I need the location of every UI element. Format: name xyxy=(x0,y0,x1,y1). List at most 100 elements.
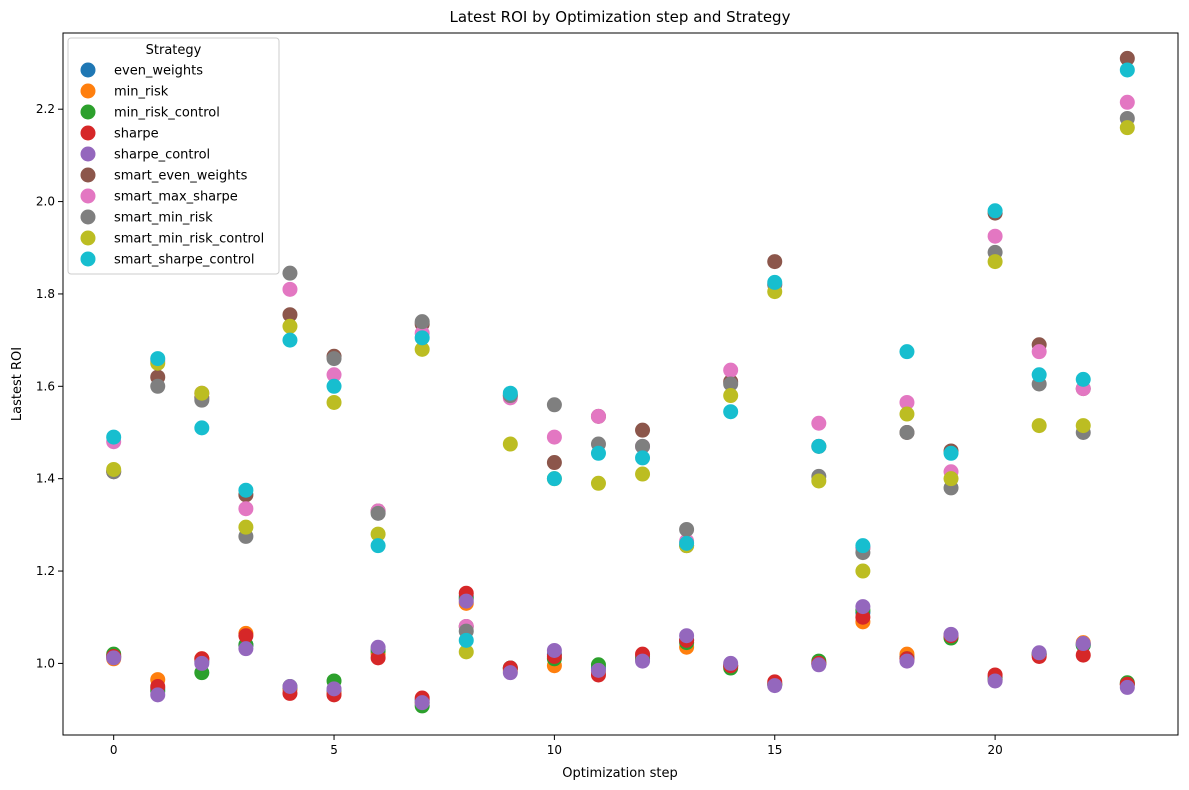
x-tick-label: 0 xyxy=(110,743,118,757)
data-point xyxy=(370,538,386,554)
data-point xyxy=(326,378,342,394)
data-point xyxy=(855,609,871,625)
data-point xyxy=(899,394,915,410)
y-axis-label: Lastest ROI xyxy=(10,347,25,421)
data-point xyxy=(326,367,342,383)
legend-label: smart_sharpe_control xyxy=(114,253,254,268)
data-point xyxy=(370,650,386,666)
data-point xyxy=(635,653,651,669)
data-point xyxy=(635,466,651,482)
data-point xyxy=(679,535,695,551)
legend-label: min_risk xyxy=(114,85,169,100)
data-point xyxy=(238,641,254,657)
data-point xyxy=(326,394,342,410)
legend-label: min_risk_control xyxy=(114,106,220,121)
data-point xyxy=(238,482,254,498)
data-point xyxy=(1119,679,1135,695)
data-point xyxy=(106,461,122,477)
data-point xyxy=(1075,647,1091,663)
data-point xyxy=(194,655,210,671)
data-point xyxy=(899,344,915,360)
data-point xyxy=(458,644,474,660)
data-point xyxy=(546,471,562,487)
data-point xyxy=(767,254,783,270)
data-point xyxy=(811,438,827,454)
data-point xyxy=(1031,645,1047,661)
data-point xyxy=(723,362,739,378)
data-point xyxy=(414,695,430,711)
data-point xyxy=(458,593,474,609)
data-point xyxy=(899,424,915,440)
data-point xyxy=(106,429,122,445)
data-point xyxy=(1119,94,1135,110)
legend-marker xyxy=(80,167,96,183)
data-point xyxy=(414,341,430,357)
data-point xyxy=(1031,344,1047,360)
data-point xyxy=(502,665,518,681)
legend-marker xyxy=(80,230,96,246)
data-point xyxy=(282,318,298,334)
legend-label: smart_min_risk xyxy=(114,211,213,226)
legend-marker xyxy=(80,146,96,162)
legend-label: smart_max_sharpe xyxy=(114,190,238,205)
data-point xyxy=(238,628,254,644)
data-point xyxy=(502,436,518,452)
data-point xyxy=(899,406,915,422)
data-point xyxy=(987,673,1003,689)
data-point xyxy=(590,662,606,678)
data-point xyxy=(943,626,959,642)
data-point xyxy=(546,397,562,413)
legend-label: smart_min_risk_control xyxy=(114,232,264,247)
data-point xyxy=(282,332,298,348)
data-point xyxy=(1075,636,1091,652)
data-point xyxy=(414,330,430,346)
x-axis-label: Optimization step xyxy=(562,766,677,781)
data-point xyxy=(370,526,386,542)
data-point xyxy=(1119,120,1135,136)
legend-marker xyxy=(80,209,96,225)
y-tick-label: 1.0 xyxy=(36,656,55,670)
data-point xyxy=(723,376,739,392)
data-point xyxy=(635,438,651,454)
data-point xyxy=(590,408,606,424)
x-tick-label: 5 xyxy=(330,743,338,757)
legend-marker xyxy=(80,83,96,99)
data-point xyxy=(767,274,783,290)
data-point xyxy=(679,628,695,644)
chart-title: Latest ROI by Optimization step and Stra… xyxy=(450,8,791,26)
data-point xyxy=(1031,418,1047,434)
data-point xyxy=(987,228,1003,244)
data-point xyxy=(238,501,254,517)
data-point xyxy=(723,655,739,671)
data-point xyxy=(1119,50,1135,66)
data-point xyxy=(458,632,474,648)
axis-ticks: 0 5 10 15 20 1.0 1.2 1.4 1.6 1.8 2.0 2.2 xyxy=(36,102,1003,757)
data-point xyxy=(370,505,386,521)
data-point xyxy=(546,429,562,445)
data-point xyxy=(282,281,298,297)
data-point xyxy=(414,314,430,330)
legend-marker xyxy=(80,251,96,267)
data-point xyxy=(150,687,166,703)
legend-label: smart_even_weights xyxy=(114,169,248,184)
data-point xyxy=(635,450,651,466)
data-point xyxy=(723,388,739,404)
series-min-risk xyxy=(106,595,1135,711)
data-point xyxy=(723,404,739,420)
legend-label: sharpe xyxy=(114,127,159,142)
legend-box xyxy=(67,37,280,275)
data-point xyxy=(855,563,871,579)
legend-title: Strategy xyxy=(146,43,202,58)
data-point xyxy=(282,265,298,281)
data-point xyxy=(502,385,518,401)
legend-marker xyxy=(80,62,96,78)
y-tick-label: 1.8 xyxy=(36,287,55,301)
data-point xyxy=(194,420,210,436)
data-point xyxy=(326,351,342,367)
data-point xyxy=(679,521,695,537)
y-tick-label: 1.4 xyxy=(36,472,55,486)
x-tick-label: 10 xyxy=(547,743,562,757)
data-point xyxy=(811,657,827,673)
data-point xyxy=(1075,418,1091,434)
